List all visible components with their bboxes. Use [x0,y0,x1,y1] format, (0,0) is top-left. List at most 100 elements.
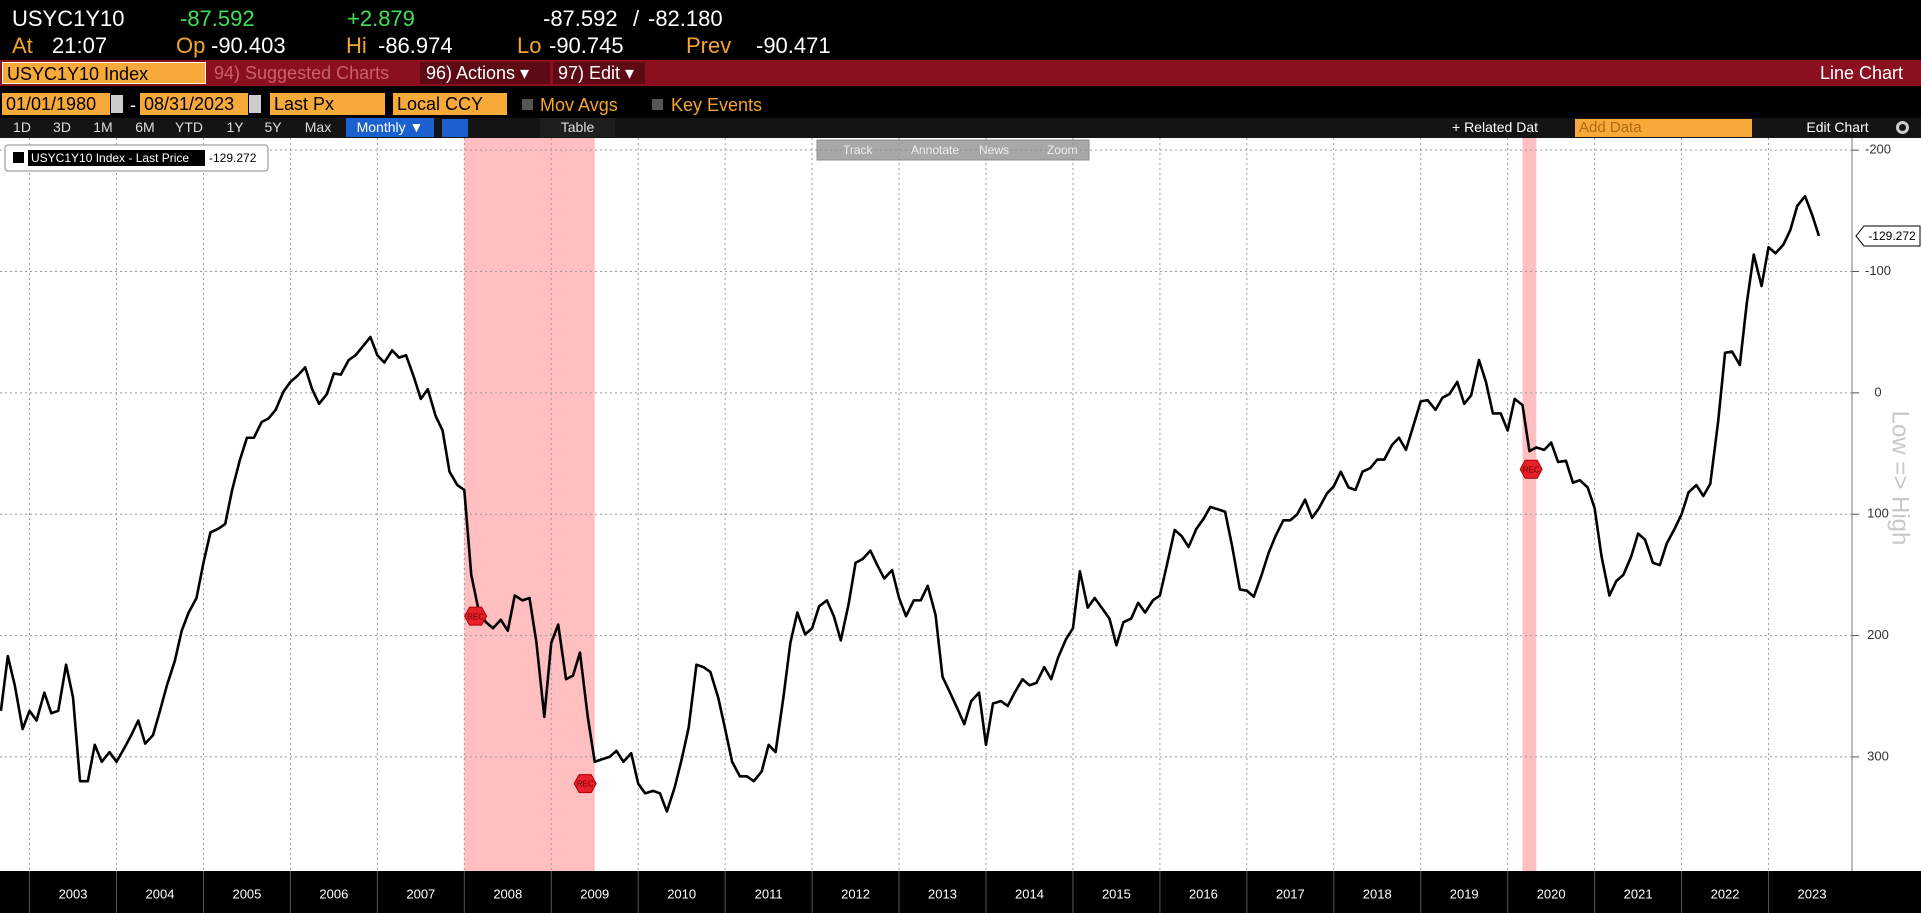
period-button[interactable]: 1D [13,119,31,135]
y-tick-label: 300 [1867,748,1889,763]
calendar-icon[interactable] [111,95,123,113]
settings-icon[interactable] [1896,121,1909,134]
recession-label: REC [577,780,594,789]
x-tick-label: 2009 [580,886,609,901]
chart-tools-bg [816,139,1090,161]
last-value-label: -129.272 [1868,229,1916,243]
prev-label: Prev [686,33,732,58]
x-tick-label: 2010 [667,886,696,901]
shaded-region [1522,138,1537,871]
x-tick-label: 2005 [232,886,261,901]
x-tick-label: 2020 [1537,886,1566,901]
actions-button-bg [420,62,550,84]
calendar-icon[interactable] [249,95,261,113]
shaded-region [464,138,595,871]
period-button[interactable]: YTD [175,119,203,135]
recession-label: REC [1523,465,1540,474]
y-tick-label: -100 [1865,263,1891,278]
recession-badge [573,774,597,794]
recession-badge [464,606,488,626]
x-tick-label: 2016 [1189,886,1218,901]
chart-tool[interactable]: Track [843,143,874,157]
x-tick-label: 2013 [928,886,957,901]
x-tick-label: 2018 [1363,886,1392,901]
toolbar [0,118,1921,138]
high-label: Hi [346,33,367,58]
security-field[interactable]: USYC1Y10 Index [2,62,206,84]
low: -90.745 [549,33,624,58]
end-date[interactable]: 08/31/2023 [140,93,248,115]
field-select[interactable]: Last Px [270,93,385,115]
x-tick-label: 2011 [755,886,783,901]
chart-tool[interactable]: News [979,143,1009,157]
x-tick-label: 2007 [406,886,435,901]
page-title: Line Chart [1819,63,1903,83]
last-price: -87.592 [180,6,255,31]
mov-avgs[interactable]: Mov Avgs [540,95,618,115]
frequency-select[interactable]: Monthly ▼ [346,118,434,137]
high: -86.974 [378,33,453,58]
chart-tool[interactable]: Annotate [911,143,959,157]
open-label: Op [176,33,206,58]
x-tick-label: 2006 [319,886,348,901]
last-value-tag [1855,225,1921,247]
currency-select[interactable]: Local CCY [393,93,507,115]
y-tick-label: -200 [1865,142,1891,157]
edit-button[interactable]: 97) Edit ▾ [558,63,635,83]
period-button[interactable]: Max [304,119,332,135]
chart-tool[interactable]: Zoom [1047,143,1078,157]
suggested-charts[interactable]: 94) Suggested Charts [214,63,390,83]
net-change: +2.879 [347,6,415,31]
open: -90.403 [211,33,286,58]
prev: -90.471 [756,33,831,58]
legend-name: USYC1Y10 Index - Last Price [31,151,189,165]
chart: Low => High -200 -100 0 100 200 300 2003 2004 20… [0,138,1921,913]
x-tick-label: 2008 [493,886,522,901]
x-tick-label: 2015 [1102,886,1131,901]
x-tick-label: 2014 [1015,886,1044,901]
y-axis-title: Low => High [1887,411,1914,546]
y-tick-label: 200 [1867,627,1889,642]
ticker: USYC1Y10 [12,6,125,31]
x-tick-label: 2021 [1624,886,1653,901]
bid: -87.592 [543,6,618,31]
related-data[interactable]: + Related Dat [1452,119,1538,135]
start-date[interactable]: 01/01/1980 [2,93,110,115]
time-label: At [12,33,33,58]
date-dash: - [130,95,136,115]
y-tick-label: 0 [1874,384,1881,399]
period-button[interactable]: 5Y [264,119,282,135]
recession-label: REC [467,612,484,621]
checkbox[interactable] [522,99,533,110]
period-button[interactable]: 1M [93,119,113,135]
time: 21:07 [52,33,108,58]
separator: / [633,6,640,31]
x-tick-label: 2017 [1276,886,1305,901]
chart-background [0,138,1921,871]
x-tick-label: 2012 [841,886,870,901]
edit-button-bg [553,62,645,84]
series-line [0,194,1821,813]
key-events[interactable]: Key Events [671,95,763,115]
period-button[interactable]: 6M [135,119,155,135]
x-tick-label: 2023 [1798,886,1827,901]
legend-swatch [13,152,24,163]
period-button[interactable]: 1Y [226,119,244,135]
menu-bar [0,60,1921,86]
x-tick-label: 2019 [1450,886,1479,901]
period-button[interactable]: 3D [53,119,71,135]
actions-button[interactable]: 96) Actions ▾ [426,63,530,83]
checkbox[interactable] [652,99,663,110]
add-data[interactable]: Add Data [1575,119,1752,137]
x-tick-label: 2004 [146,886,175,901]
legend-value: -129.272 [209,151,257,165]
legend-name-bg [28,150,205,166]
table-button[interactable]: Table [540,118,615,137]
low-label: Lo [517,33,542,58]
edit-chart[interactable]: Edit Chart [1806,119,1869,135]
line-icon[interactable] [442,119,468,137]
x-tick-label: 2003 [59,886,88,901]
ask: -82.180 [648,6,723,31]
y-tick-label: 100 [1867,506,1889,521]
